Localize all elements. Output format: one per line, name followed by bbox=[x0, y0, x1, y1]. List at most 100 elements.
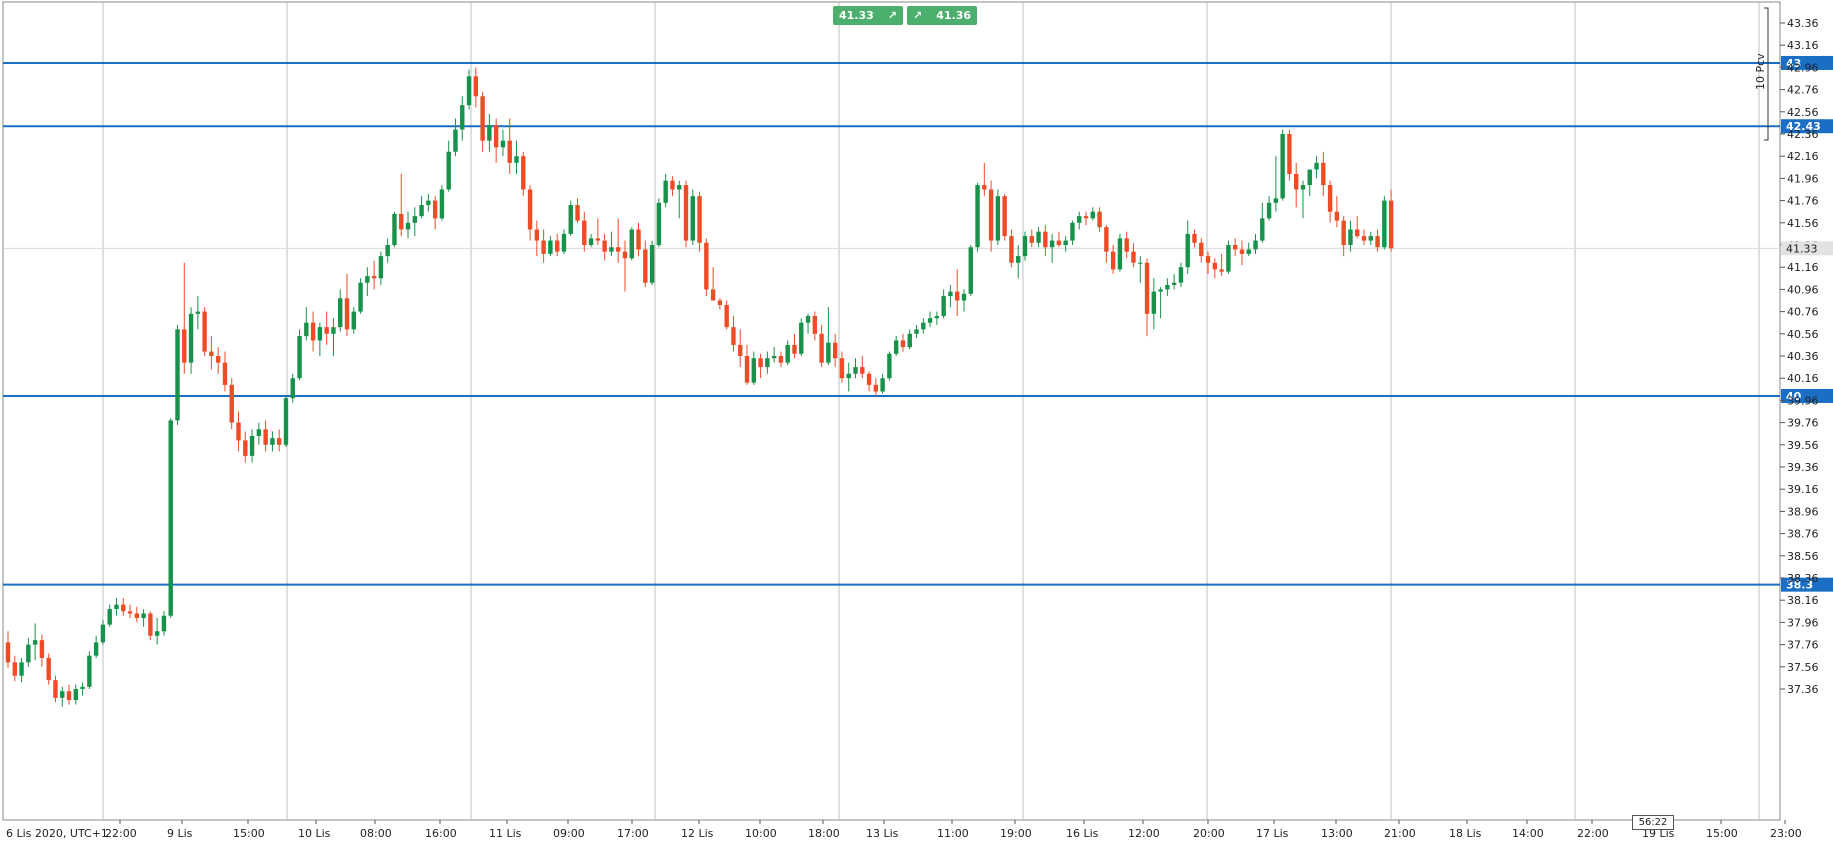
y-tick-label: 40.56 bbox=[1787, 328, 1819, 341]
x-tick-label: 13 Lis bbox=[866, 827, 899, 840]
candle-body bbox=[1178, 267, 1184, 283]
candle-body bbox=[1307, 169, 1312, 186]
candle-body bbox=[1314, 162, 1319, 170]
y-tick-label: 38.56 bbox=[1787, 550, 1819, 563]
overlay-layer: 10 Pcv bbox=[1754, 7, 1769, 141]
candle-body bbox=[1131, 251, 1136, 263]
candle-body bbox=[1036, 231, 1041, 243]
x-tick-label: 17:00 bbox=[617, 827, 649, 840]
candle-body bbox=[87, 655, 92, 687]
y-tick-label: 43.36 bbox=[1787, 17, 1819, 30]
candle-body bbox=[236, 422, 241, 441]
horizontal-levels[interactable]: 43 42.43 40 38.3 bbox=[3, 55, 1833, 592]
candle-body bbox=[1070, 222, 1075, 241]
candle-body bbox=[1205, 256, 1211, 263]
y-tick-label: 38.16 bbox=[1787, 594, 1819, 607]
candle-body bbox=[446, 151, 451, 190]
candle-body bbox=[1144, 262, 1150, 314]
x-tick-label: 08:00 bbox=[360, 827, 392, 840]
candle-body bbox=[1022, 236, 1028, 257]
candle-body bbox=[690, 196, 695, 241]
candle-body bbox=[839, 358, 845, 379]
candle-body bbox=[249, 435, 255, 456]
candle-body bbox=[541, 240, 546, 254]
x-tick-label: 17 Lis bbox=[1256, 827, 1289, 840]
candle-body bbox=[710, 289, 716, 301]
y-tick-label: 40.36 bbox=[1787, 350, 1819, 363]
candle-body bbox=[263, 429, 268, 445]
candle-body bbox=[575, 205, 580, 221]
candle-body bbox=[1063, 240, 1068, 245]
x-tick-label: 15:00 bbox=[1706, 827, 1738, 840]
current-price-tag-text: 41.33 bbox=[1786, 242, 1818, 255]
y-tick-label: 43.16 bbox=[1787, 39, 1819, 52]
candle-body bbox=[751, 358, 756, 383]
candle-body bbox=[1002, 196, 1007, 237]
candle-body bbox=[121, 604, 126, 612]
candle-body bbox=[975, 185, 980, 248]
candle-body bbox=[1334, 211, 1340, 221]
candle-body bbox=[561, 233, 567, 252]
candle-body bbox=[799, 322, 804, 354]
candle-body bbox=[554, 240, 560, 252]
x-axis: 6 Lis 2020, UTC+122:00 9 Lis 15:00 10 Lis 08… bbox=[6, 820, 1802, 840]
candle-body bbox=[1253, 240, 1258, 250]
y-tick-label: 40.16 bbox=[1787, 372, 1819, 385]
candle-body bbox=[948, 291, 953, 297]
candle-body bbox=[521, 156, 526, 190]
x-tick-label: 10 Lis bbox=[298, 827, 331, 840]
candle-body bbox=[1273, 198, 1279, 203]
x-tick-label: 6 Lis 2020, UTC+1 bbox=[6, 827, 108, 840]
level-label bbox=[1781, 55, 1833, 70]
x-tick-label: 12:00 bbox=[1128, 827, 1160, 840]
candle-body bbox=[1388, 200, 1394, 249]
y-tick-label: 37.36 bbox=[1787, 683, 1819, 696]
candle-body bbox=[758, 358, 763, 368]
candle-body bbox=[358, 282, 363, 312]
candle-body bbox=[365, 276, 370, 283]
candle-body bbox=[744, 356, 750, 383]
candle-body bbox=[1158, 289, 1163, 292]
sell-price-button[interactable]: 41.33 ↗ bbox=[833, 6, 903, 25]
candle-body bbox=[1355, 229, 1360, 237]
candle-body bbox=[819, 333, 824, 363]
candle-body bbox=[1219, 269, 1224, 272]
candle-body bbox=[344, 298, 350, 330]
candle-body bbox=[1348, 229, 1353, 245]
buy-price-button[interactable]: ↗ 41.36 bbox=[907, 6, 977, 25]
candle-body bbox=[982, 185, 987, 190]
candle-body bbox=[1016, 256, 1021, 263]
candle-body bbox=[914, 329, 919, 334]
candle-body bbox=[1056, 240, 1062, 245]
candle-body bbox=[26, 644, 31, 663]
candle-body bbox=[649, 245, 655, 283]
candle-body bbox=[1375, 236, 1380, 248]
candle-body bbox=[480, 96, 485, 141]
candle-body bbox=[826, 342, 831, 363]
candle-body bbox=[283, 398, 289, 445]
candle-body bbox=[432, 200, 438, 219]
candle-body bbox=[785, 344, 790, 363]
candle-body bbox=[866, 373, 872, 385]
candle-body bbox=[1280, 134, 1285, 199]
x-tick-label: 10:00 bbox=[745, 827, 777, 840]
y-tick-label: 39.76 bbox=[1787, 417, 1819, 430]
candle-body bbox=[887, 353, 892, 379]
candle-body bbox=[1077, 216, 1082, 223]
candle-body bbox=[1361, 236, 1367, 241]
y-tick-label: 38.36 bbox=[1787, 572, 1819, 585]
candle-body bbox=[1165, 284, 1170, 290]
x-tick-label: 09:00 bbox=[553, 827, 585, 840]
y-tick-label: 38.76 bbox=[1787, 528, 1819, 541]
candle-body bbox=[256, 429, 262, 436]
candle-body bbox=[1171, 282, 1177, 285]
candle-body bbox=[1185, 233, 1190, 268]
y-tick-label: 41.76 bbox=[1787, 195, 1819, 208]
candle-body bbox=[765, 358, 770, 368]
candle-body bbox=[1260, 218, 1265, 241]
candle-body bbox=[154, 631, 160, 636]
candle-body bbox=[5, 642, 11, 663]
candle-body bbox=[670, 180, 675, 190]
candle-body bbox=[39, 640, 45, 658]
